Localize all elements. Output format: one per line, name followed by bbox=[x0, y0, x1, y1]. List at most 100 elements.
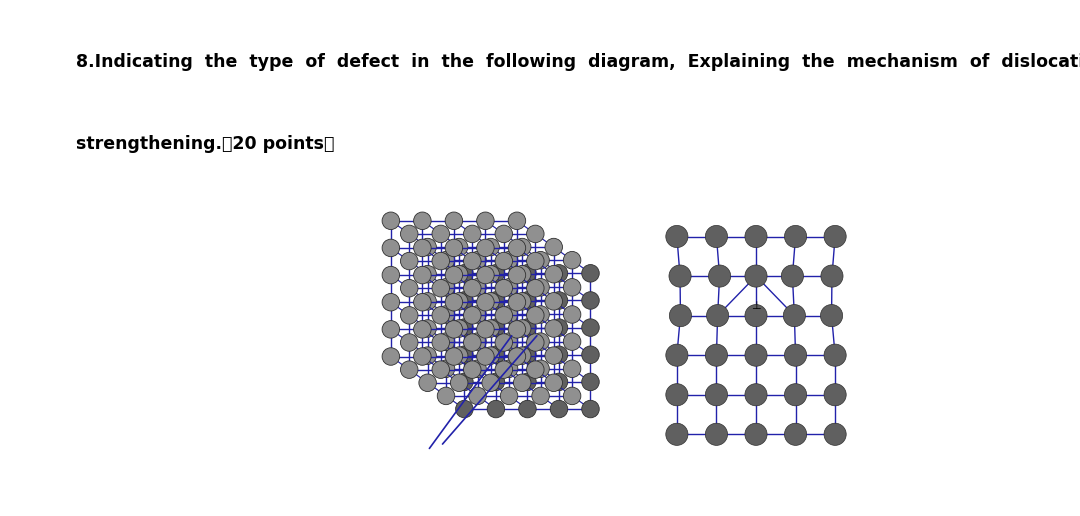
Circle shape bbox=[382, 266, 400, 284]
Circle shape bbox=[582, 265, 599, 282]
Circle shape bbox=[414, 320, 431, 338]
Circle shape bbox=[509, 212, 526, 230]
Circle shape bbox=[414, 266, 431, 284]
Circle shape bbox=[432, 334, 449, 351]
Circle shape bbox=[781, 265, 804, 287]
Circle shape bbox=[445, 239, 462, 256]
Circle shape bbox=[401, 361, 418, 378]
Circle shape bbox=[550, 265, 568, 282]
Circle shape bbox=[476, 212, 495, 230]
Circle shape bbox=[495, 280, 513, 297]
Circle shape bbox=[564, 333, 581, 350]
Circle shape bbox=[437, 279, 455, 296]
Circle shape bbox=[545, 238, 563, 256]
Circle shape bbox=[445, 212, 462, 230]
Circle shape bbox=[487, 400, 504, 418]
Circle shape bbox=[419, 238, 436, 256]
Circle shape bbox=[500, 251, 517, 269]
Circle shape bbox=[487, 265, 504, 282]
Circle shape bbox=[437, 360, 455, 378]
Circle shape bbox=[531, 279, 550, 296]
Circle shape bbox=[487, 373, 504, 391]
Circle shape bbox=[401, 280, 418, 297]
Circle shape bbox=[445, 320, 462, 338]
Circle shape bbox=[824, 225, 847, 248]
Circle shape bbox=[463, 252, 481, 270]
Circle shape bbox=[784, 384, 807, 406]
Circle shape bbox=[469, 305, 486, 323]
Circle shape bbox=[513, 265, 531, 283]
Circle shape bbox=[665, 225, 688, 248]
Circle shape bbox=[476, 320, 495, 338]
Circle shape bbox=[401, 334, 418, 351]
Circle shape bbox=[518, 400, 536, 418]
Circle shape bbox=[509, 320, 526, 338]
Circle shape bbox=[450, 374, 468, 392]
Circle shape bbox=[513, 374, 531, 392]
Circle shape bbox=[419, 347, 436, 364]
Circle shape bbox=[564, 279, 581, 296]
Circle shape bbox=[419, 374, 436, 392]
Circle shape bbox=[469, 279, 486, 296]
Circle shape bbox=[456, 400, 473, 418]
Circle shape bbox=[482, 293, 499, 310]
Circle shape bbox=[482, 320, 499, 337]
Circle shape bbox=[432, 307, 449, 324]
Circle shape bbox=[382, 239, 400, 256]
Circle shape bbox=[450, 238, 468, 256]
Circle shape bbox=[469, 387, 486, 405]
Circle shape bbox=[518, 319, 536, 336]
Circle shape bbox=[482, 265, 499, 283]
Circle shape bbox=[518, 265, 536, 282]
Circle shape bbox=[745, 265, 767, 287]
Circle shape bbox=[487, 292, 504, 309]
Circle shape bbox=[401, 225, 418, 243]
Circle shape bbox=[531, 251, 550, 269]
Circle shape bbox=[527, 307, 544, 324]
Circle shape bbox=[745, 423, 767, 445]
Circle shape bbox=[487, 346, 504, 363]
Circle shape bbox=[705, 225, 728, 248]
Circle shape bbox=[419, 265, 436, 283]
Circle shape bbox=[445, 348, 462, 365]
Circle shape bbox=[564, 251, 581, 269]
Text: 8.Indicating  the  type  of  defect  in  the  following  diagram,  Explaining  t: 8.Indicating the type of defect in the f… bbox=[76, 53, 1080, 71]
Circle shape bbox=[745, 225, 767, 248]
Circle shape bbox=[482, 238, 499, 256]
Circle shape bbox=[469, 360, 486, 378]
Circle shape bbox=[745, 344, 767, 366]
Circle shape bbox=[513, 320, 531, 337]
Circle shape bbox=[545, 374, 563, 392]
Circle shape bbox=[401, 307, 418, 324]
Circle shape bbox=[527, 361, 544, 378]
Circle shape bbox=[432, 280, 449, 297]
Circle shape bbox=[513, 293, 531, 310]
Circle shape bbox=[401, 252, 418, 270]
Circle shape bbox=[564, 387, 581, 405]
Circle shape bbox=[476, 266, 495, 284]
Circle shape bbox=[437, 387, 455, 405]
Circle shape bbox=[432, 361, 449, 378]
Circle shape bbox=[450, 265, 468, 283]
Circle shape bbox=[469, 251, 486, 269]
Circle shape bbox=[414, 239, 431, 256]
Circle shape bbox=[437, 251, 455, 269]
Circle shape bbox=[531, 305, 550, 323]
Circle shape bbox=[545, 320, 563, 337]
Circle shape bbox=[564, 360, 581, 378]
Circle shape bbox=[450, 320, 468, 337]
Circle shape bbox=[550, 373, 568, 391]
Circle shape bbox=[463, 361, 481, 378]
Circle shape bbox=[527, 280, 544, 297]
Circle shape bbox=[545, 347, 563, 364]
Text: ⊥: ⊥ bbox=[751, 301, 761, 311]
Circle shape bbox=[550, 292, 568, 309]
Circle shape bbox=[500, 333, 517, 350]
Circle shape bbox=[456, 319, 473, 336]
Circle shape bbox=[476, 348, 495, 365]
Circle shape bbox=[382, 320, 400, 338]
Circle shape bbox=[783, 304, 806, 327]
Circle shape bbox=[550, 319, 568, 336]
Circle shape bbox=[708, 265, 731, 287]
Circle shape bbox=[518, 346, 536, 363]
